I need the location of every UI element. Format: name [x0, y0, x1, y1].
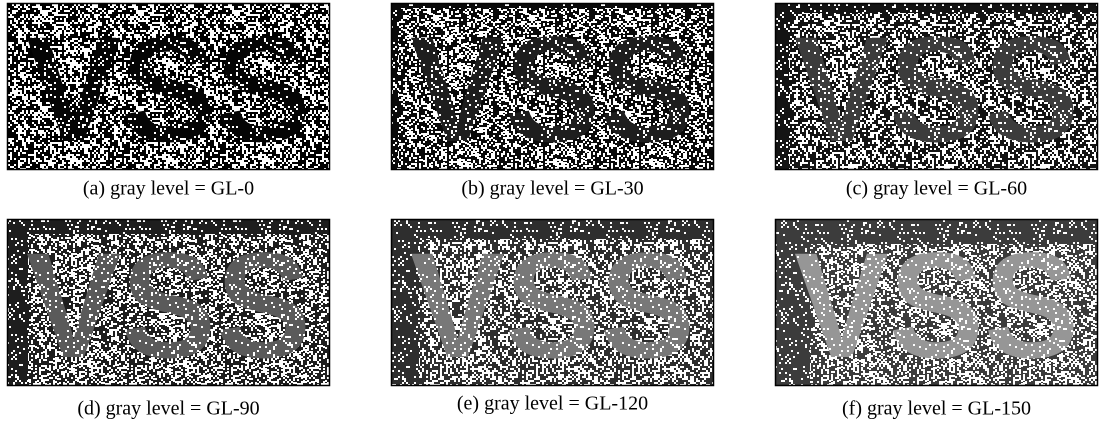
image-panel: VSS [0, 205, 359, 412]
caption: (f) gray level = GL-150 [842, 398, 1031, 420]
noise [383, 207, 746, 414]
noise [761, 0, 1099, 194]
image-panel: VSS [0, 0, 350, 190]
caption: (e) gray level = GL-120 [457, 393, 648, 415]
caption: (d) gray level = GL-90 [77, 398, 259, 420]
noise [374, 0, 737, 192]
caption: (b) gray level = GL-30 [461, 178, 643, 200]
noise [0, 0, 350, 190]
image-panel: VSS [761, 0, 1099, 194]
image-panel: VSS [374, 0, 737, 192]
noise [0, 205, 359, 412]
caption: (a) gray level = GL-0 [83, 178, 254, 200]
figure: VSS(a) gray level = GL-0VSS(b) gray leve… [0, 0, 1099, 430]
caption: (c) gray level = GL-60 [846, 178, 1027, 200]
image-panel: VSS [770, 209, 1099, 416]
image-panel: VSS [383, 207, 746, 414]
